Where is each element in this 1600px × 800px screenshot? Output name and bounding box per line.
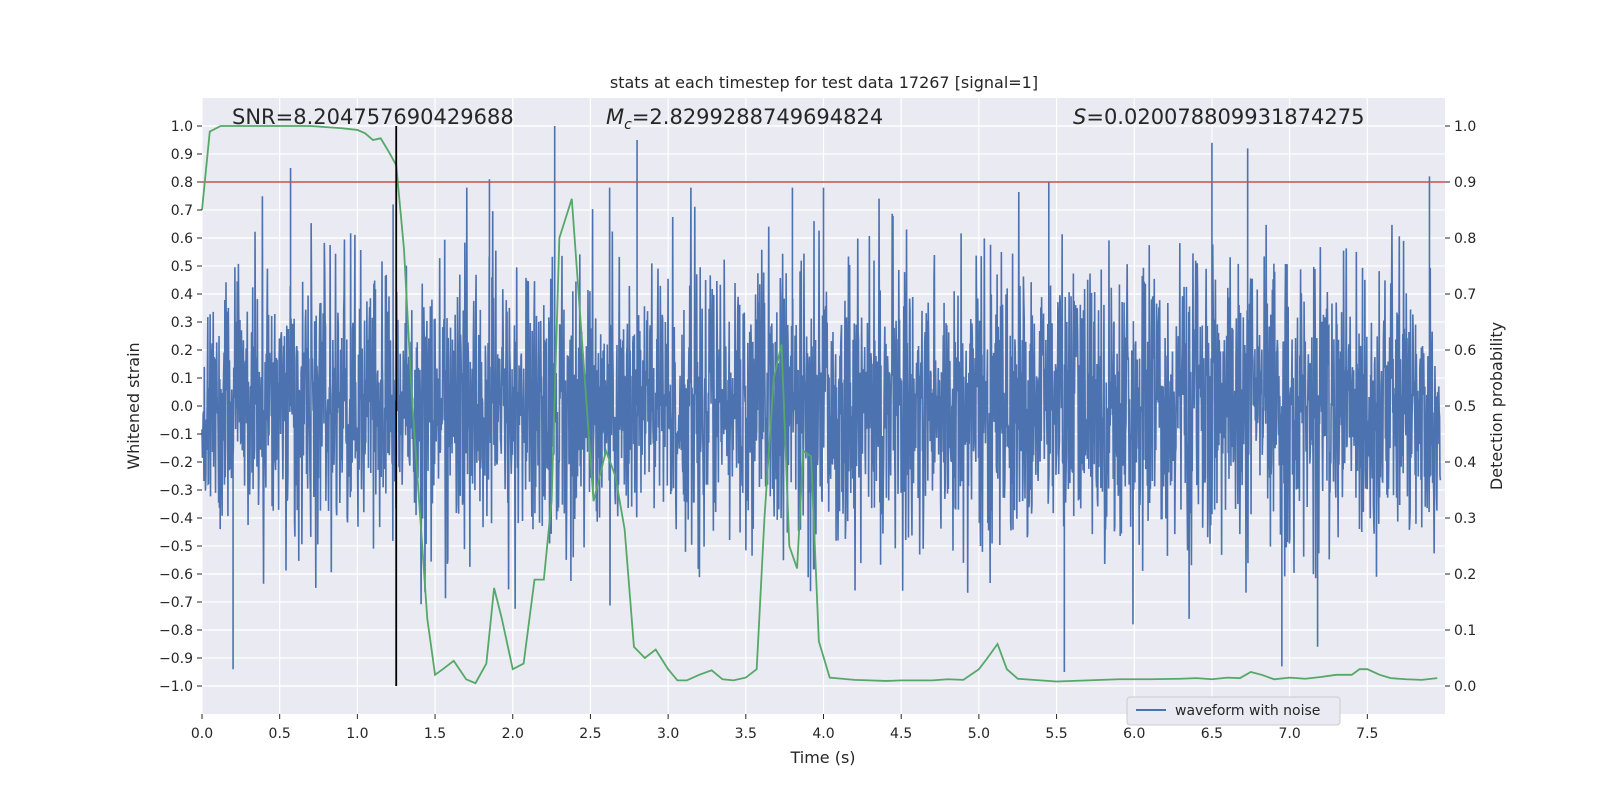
x-tick-label: 3.0 [657, 726, 679, 742]
mc-annotation: Mc=2.8299288749694824 [606, 105, 883, 133]
x-axis-ticks: 0.0 0.5 1.0 1.5 2.0 2.5 3.0 3.5 4.0 4.5 5.0 5.5 6.0 6… [191, 714, 1378, 742]
y-right-tick-label: 0.2 [1454, 567, 1476, 583]
probability-line [201, 125, 1438, 685]
x-tick-label: 1.5 [424, 726, 446, 742]
y-left-tick-label: 0.2 [171, 343, 193, 359]
detection-probability-series [201, 125, 1438, 685]
x-axis-label: Time (s) [789, 748, 855, 767]
y-right-axis-ticks: 1.0 0.9 0.8 0.7 0.6 0.5 0.4 0.3 0.2 0.1 0.0 [1445, 119, 1476, 695]
y-left-tick-label: −0.9 [159, 651, 193, 667]
legend: waveform with noise [1126, 696, 1341, 726]
y-right-tick-label: 0.3 [1454, 511, 1476, 527]
mc-value: =2.8299288749694824 [632, 105, 883, 129]
y-left-tick-label: 0.1 [171, 371, 193, 387]
y-left-tick-label: 0.6 [171, 231, 193, 247]
y-left-tick-label: −0.4 [159, 511, 193, 527]
snr-annotation: SNR=8.204757690429688 [232, 105, 514, 129]
y-right-tick-label: 0.6 [1454, 343, 1476, 359]
y-left-tick-label: 0.0 [171, 399, 193, 415]
y-left-tick-label: 0.4 [171, 287, 193, 303]
y-right-tick-label: 0.7 [1454, 287, 1476, 303]
y-left-tick-label: −0.1 [159, 427, 193, 443]
y-right-tick-label: 0.8 [1454, 231, 1476, 247]
y-right-tick-label: 1.0 [1454, 119, 1476, 135]
waveform-line [201, 126, 1442, 672]
waveform-series [201, 126, 1442, 672]
y-left-tick-label: −0.8 [159, 623, 193, 639]
x-tick-label: 7.5 [1356, 726, 1378, 742]
x-tick-label: 5.5 [1045, 726, 1067, 742]
chart-title: stats at each timestep for test data 172… [610, 73, 1038, 92]
x-tick-label: 1.0 [346, 726, 368, 742]
y-right-tick-label: 0.4 [1454, 455, 1476, 471]
y-right-axis-label: Detection probability [1487, 322, 1506, 490]
y-left-axis-ticks: 1.0 0.9 0.8 0.7 0.6 0.5 0.4 0.3 0.2 0.1 0.0 −0.1 −0.… [159, 119, 202, 695]
s-symbol: S [1073, 105, 1086, 129]
s-annotation: S=0.020078809931874275 [1073, 105, 1364, 129]
x-tick-label: 4.5 [890, 726, 912, 742]
legend-box [1126, 696, 1341, 726]
x-tick-label: 6.5 [1201, 726, 1223, 742]
y-left-tick-label: 0.5 [171, 259, 193, 275]
y-right-tick-label: 0.1 [1454, 623, 1476, 639]
y-left-tick-label: −0.3 [159, 483, 193, 499]
x-tick-label: 4.0 [812, 726, 834, 742]
x-tick-label: 2.0 [502, 726, 524, 742]
x-tick-label: 6.0 [1123, 726, 1145, 742]
y-left-tick-label: −0.5 [159, 539, 193, 555]
y-left-tick-label: 0.7 [171, 203, 193, 219]
y-left-tick-label: 0.9 [171, 147, 193, 163]
y-left-tick-label: −0.2 [159, 455, 193, 471]
y-left-tick-label: 0.8 [171, 175, 193, 191]
x-tick-label: 0.5 [269, 726, 291, 742]
legend-entry-waveform: waveform with noise [1175, 703, 1320, 719]
s-value: =0.020078809931874275 [1086, 105, 1364, 129]
y-right-tick-label: 0.0 [1454, 679, 1476, 695]
x-tick-label: 2.5 [579, 726, 601, 742]
y-right-tick-label: 0.9 [1454, 175, 1476, 191]
y-left-tick-label: −1.0 [159, 679, 193, 695]
mc-symbol: M [606, 105, 624, 129]
x-tick-label: 0.0 [191, 726, 213, 742]
y-left-axis-label: Whitened strain [124, 342, 143, 469]
mc-subscript: c [624, 117, 632, 133]
y-left-tick-label: −0.7 [159, 595, 193, 611]
y-right-tick-label: 0.5 [1454, 399, 1476, 415]
x-tick-label: 7.0 [1278, 726, 1300, 742]
y-left-tick-label: 1.0 [171, 119, 193, 135]
y-left-tick-label: −0.6 [159, 567, 193, 583]
x-tick-label: 5.0 [968, 726, 990, 742]
y-left-tick-label: 0.3 [171, 315, 193, 331]
x-tick-label: 3.5 [735, 726, 757, 742]
